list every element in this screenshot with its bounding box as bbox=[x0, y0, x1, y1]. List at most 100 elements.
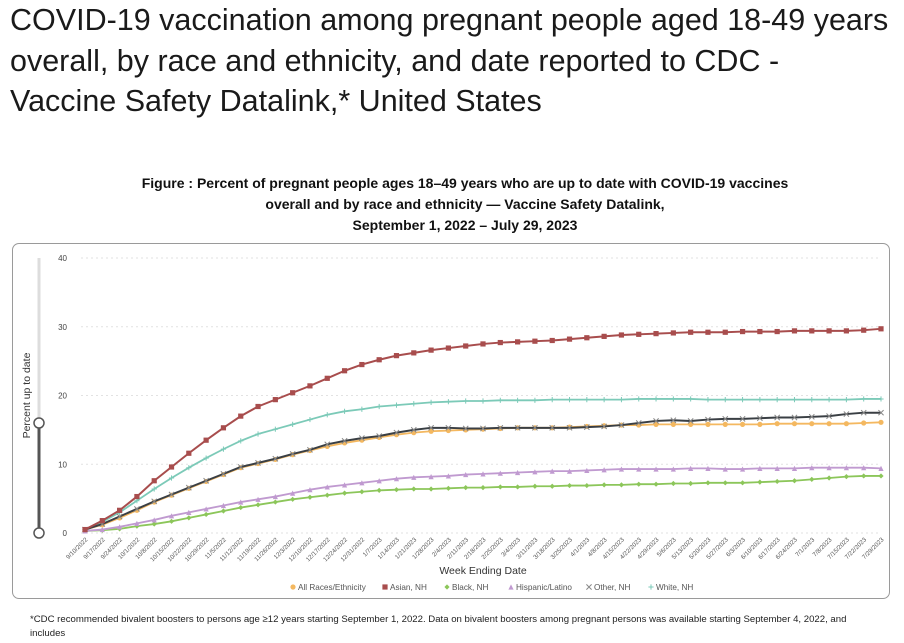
data-point-hispanic-latino bbox=[688, 465, 694, 471]
data-point-hispanic-latino bbox=[463, 471, 469, 478]
data-point-other-nh bbox=[376, 433, 383, 440]
data-point-asian-nh bbox=[341, 368, 348, 374]
legend-item-hispanic-latino[interactable]: Hispanic/Latino bbox=[516, 583, 572, 592]
data-point-asian-nh bbox=[307, 383, 313, 389]
data-point-white-nh bbox=[826, 397, 832, 403]
data-point-black-nh bbox=[653, 481, 659, 487]
data-point-white-nh bbox=[272, 426, 278, 432]
data-point-black-nh bbox=[826, 475, 832, 481]
page-title: COVID-19 vaccination among pregnant peop… bbox=[10, 3, 889, 118]
data-point-hispanic-latino bbox=[324, 484, 330, 490]
data-point-asian-nh bbox=[324, 375, 330, 381]
data-point-black-nh bbox=[878, 473, 884, 479]
data-point-black-nh bbox=[480, 485, 486, 491]
data-point-white-nh bbox=[878, 396, 884, 402]
data-point-asian-nh bbox=[359, 361, 365, 368]
legend-marker-white-nh bbox=[648, 584, 654, 590]
data-point-white-nh bbox=[307, 416, 313, 423]
data-point-black-nh bbox=[393, 487, 400, 493]
data-point-other-nh bbox=[514, 424, 521, 431]
data-point-other-nh bbox=[705, 416, 711, 423]
data-point-hispanic-latino bbox=[307, 487, 313, 493]
data-point-asian-nh bbox=[791, 328, 798, 334]
data-point-black-nh bbox=[809, 476, 815, 482]
data-point-black-nh bbox=[532, 483, 538, 489]
data-point-asian-nh bbox=[117, 507, 123, 513]
legend-item-all-races-ethnicity[interactable]: All Races/Ethnicity bbox=[298, 583, 367, 592]
data-point-white-nh bbox=[670, 396, 676, 402]
data-point-black-nh bbox=[670, 480, 676, 487]
data-point-white-nh bbox=[809, 397, 815, 403]
data-point-asian-nh bbox=[99, 518, 105, 524]
data-point-hispanic-latino bbox=[99, 526, 105, 533]
data-point-asian-nh bbox=[238, 413, 244, 419]
data-point-other-nh bbox=[843, 411, 850, 418]
legend-item-other-nh[interactable]: Other, NH bbox=[594, 583, 630, 592]
data-point-asian-nh bbox=[186, 450, 192, 456]
data-point-asian-nh bbox=[688, 329, 694, 335]
data-point-white-nh bbox=[445, 399, 451, 405]
data-point-asian-nh bbox=[566, 336, 573, 342]
data-point-other-nh bbox=[324, 441, 331, 448]
data-point-other-nh bbox=[722, 415, 729, 422]
data-point-white-nh bbox=[255, 431, 261, 437]
data-point-hispanic-latino bbox=[134, 520, 140, 526]
data-point-asian-nh bbox=[532, 338, 538, 344]
data-point-hispanic-latino bbox=[601, 467, 607, 473]
data-point-hispanic-latino bbox=[393, 476, 400, 482]
data-point-asian-nh bbox=[601, 333, 607, 339]
data-point-all-races-ethnicity bbox=[774, 421, 780, 427]
data-point-all-races-ethnicity bbox=[791, 421, 798, 427]
data-point-other-nh bbox=[739, 415, 746, 422]
data-point-asian-nh bbox=[376, 357, 382, 363]
data-point-hispanic-latino bbox=[359, 480, 365, 486]
data-point-black-nh bbox=[238, 504, 244, 511]
data-point-hispanic-latino bbox=[497, 470, 503, 476]
data-point-black-nh bbox=[722, 480, 728, 486]
data-point-hispanic-latino bbox=[739, 466, 746, 472]
data-point-all-races-ethnicity bbox=[722, 421, 728, 427]
data-point-hispanic-latino bbox=[549, 468, 555, 474]
data-point-all-races-ethnicity bbox=[809, 421, 815, 427]
data-point-asian-nh bbox=[497, 339, 503, 346]
data-point-asian-nh bbox=[411, 350, 417, 356]
data-point-white-nh bbox=[497, 397, 503, 403]
data-point-other-nh bbox=[116, 513, 123, 520]
data-point-black-nh bbox=[324, 492, 330, 498]
data-point-hispanic-latino bbox=[584, 467, 590, 474]
data-point-black-nh bbox=[688, 480, 694, 487]
data-point-asian-nh bbox=[670, 330, 676, 336]
data-point-asian-nh bbox=[134, 493, 140, 500]
data-point-black-nh bbox=[774, 478, 780, 485]
data-point-other-nh bbox=[185, 484, 192, 491]
data-point-hispanic-latino bbox=[705, 465, 711, 471]
figure-caption: Figure : Percent of pregnant people ages… bbox=[60, 173, 870, 236]
data-point-hispanic-latino bbox=[290, 490, 296, 496]
range-slider-handle-high[interactable] bbox=[33, 417, 45, 429]
data-point-black-nh bbox=[445, 485, 451, 491]
data-point-black-nh bbox=[255, 502, 261, 508]
data-point-black-nh bbox=[168, 518, 175, 524]
data-point-other-nh bbox=[220, 470, 227, 477]
legend-item-asian-nh[interactable]: Asian, NH bbox=[390, 583, 427, 592]
data-point-asian-nh bbox=[255, 403, 261, 410]
data-point-hispanic-latino bbox=[878, 465, 884, 471]
data-point-hispanic-latino bbox=[203, 506, 209, 512]
data-point-black-nh bbox=[549, 483, 555, 489]
legend-item-black-nh[interactable]: Black, NH bbox=[452, 583, 488, 592]
data-point-black-nh bbox=[341, 490, 348, 496]
data-point-asian-nh bbox=[549, 337, 555, 344]
data-point-hispanic-latino bbox=[532, 469, 538, 475]
data-point-white-nh bbox=[393, 402, 400, 408]
data-point-hispanic-latino bbox=[653, 466, 659, 472]
range-slider-handle-low[interactable] bbox=[33, 527, 45, 539]
legend-marker-all-races-ethnicity bbox=[290, 584, 296, 590]
data-point-hispanic-latino bbox=[168, 513, 175, 519]
data-point-other-nh bbox=[462, 425, 469, 432]
legend-item-white-nh[interactable]: White, NH bbox=[656, 583, 693, 592]
data-point-black-nh bbox=[843, 474, 849, 480]
data-point-white-nh bbox=[151, 486, 157, 492]
data-point-black-nh bbox=[290, 496, 296, 502]
data-point-other-nh bbox=[774, 414, 781, 421]
data-point-other-nh bbox=[497, 424, 504, 431]
